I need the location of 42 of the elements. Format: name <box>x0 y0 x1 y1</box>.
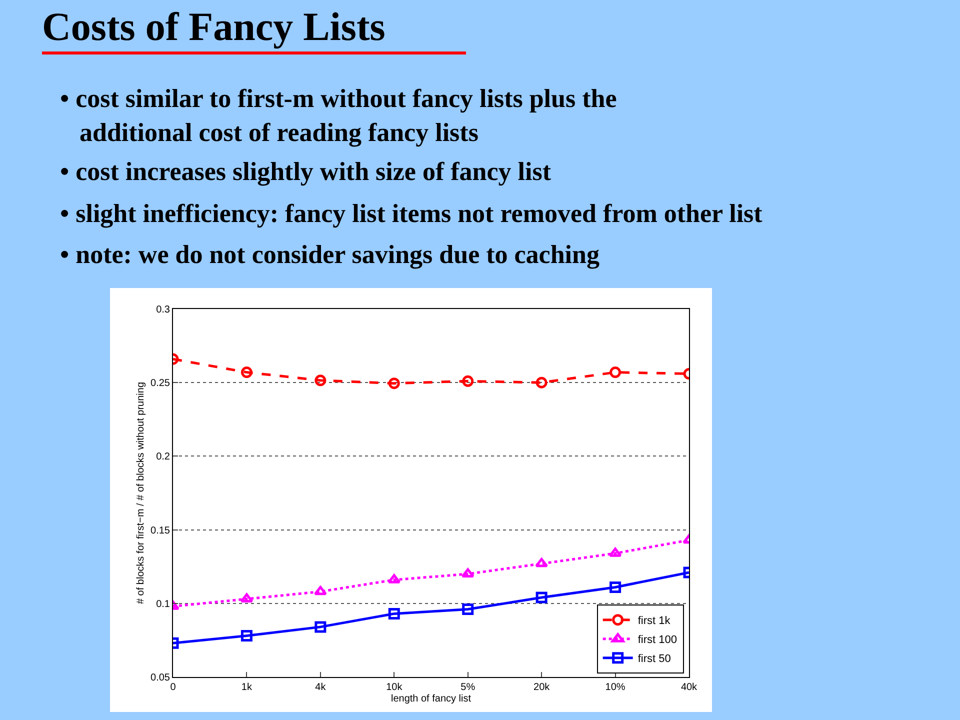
legend-label: first 50 <box>638 653 671 666</box>
text: • cost increases slightly with size of fancy list <box>60 157 552 186</box>
y-tick-label: 0.2 <box>156 452 170 463</box>
point <box>240 593 254 602</box>
point <box>388 378 400 390</box>
legend-label: first 100 <box>638 634 677 646</box>
point <box>535 558 548 568</box>
point <box>461 568 474 578</box>
x-tick-label: 10% <box>605 682 626 693</box>
x-tick-label: 4k <box>315 682 327 693</box>
point <box>536 376 548 388</box>
point <box>314 586 327 596</box>
x-tick-label: 40k <box>680 682 698 693</box>
point <box>610 581 622 593</box>
point <box>388 608 400 620</box>
y-tick-label: 0.25 <box>150 378 170 390</box>
x-tick-label: 20k <box>534 682 551 693</box>
text: • cost similar to first-m without fancy lists plus the additional cost of reading fancy lists <box>60 84 617 147</box>
x-axis-title: length of fancy list <box>390 694 472 704</box>
x-tick-label: 0 <box>170 682 176 693</box>
text: • note: we do not consider savings due to caching <box>60 240 600 269</box>
point <box>608 548 622 557</box>
y-tick-label: 0.15 <box>150 525 170 536</box>
legend-label: first 1k <box>638 615 671 628</box>
point <box>240 366 252 378</box>
x-tick-label: 1k <box>241 682 253 693</box>
point <box>388 574 401 584</box>
y-tick-label: 0.3 <box>156 304 170 316</box>
point <box>610 366 622 378</box>
text: • slight inefficiency: fancy list items not removed from other list <box>60 199 763 228</box>
x-tick-label: 10k <box>386 682 404 693</box>
point <box>462 604 474 616</box>
chart-title: Costs of Fancy Lists <box>42 4 386 49</box>
point <box>240 630 252 642</box>
x-tick-label: 5% <box>460 682 476 693</box>
point <box>314 374 326 386</box>
y-tick-label: 0.1 <box>156 598 170 610</box>
y-axis-title: # of blocks for first−m / # of blocks without pruning <box>136 382 147 604</box>
point <box>536 592 548 604</box>
point <box>314 621 326 633</box>
y-tick-label: 0.05 <box>150 672 170 684</box>
point <box>462 375 474 387</box>
